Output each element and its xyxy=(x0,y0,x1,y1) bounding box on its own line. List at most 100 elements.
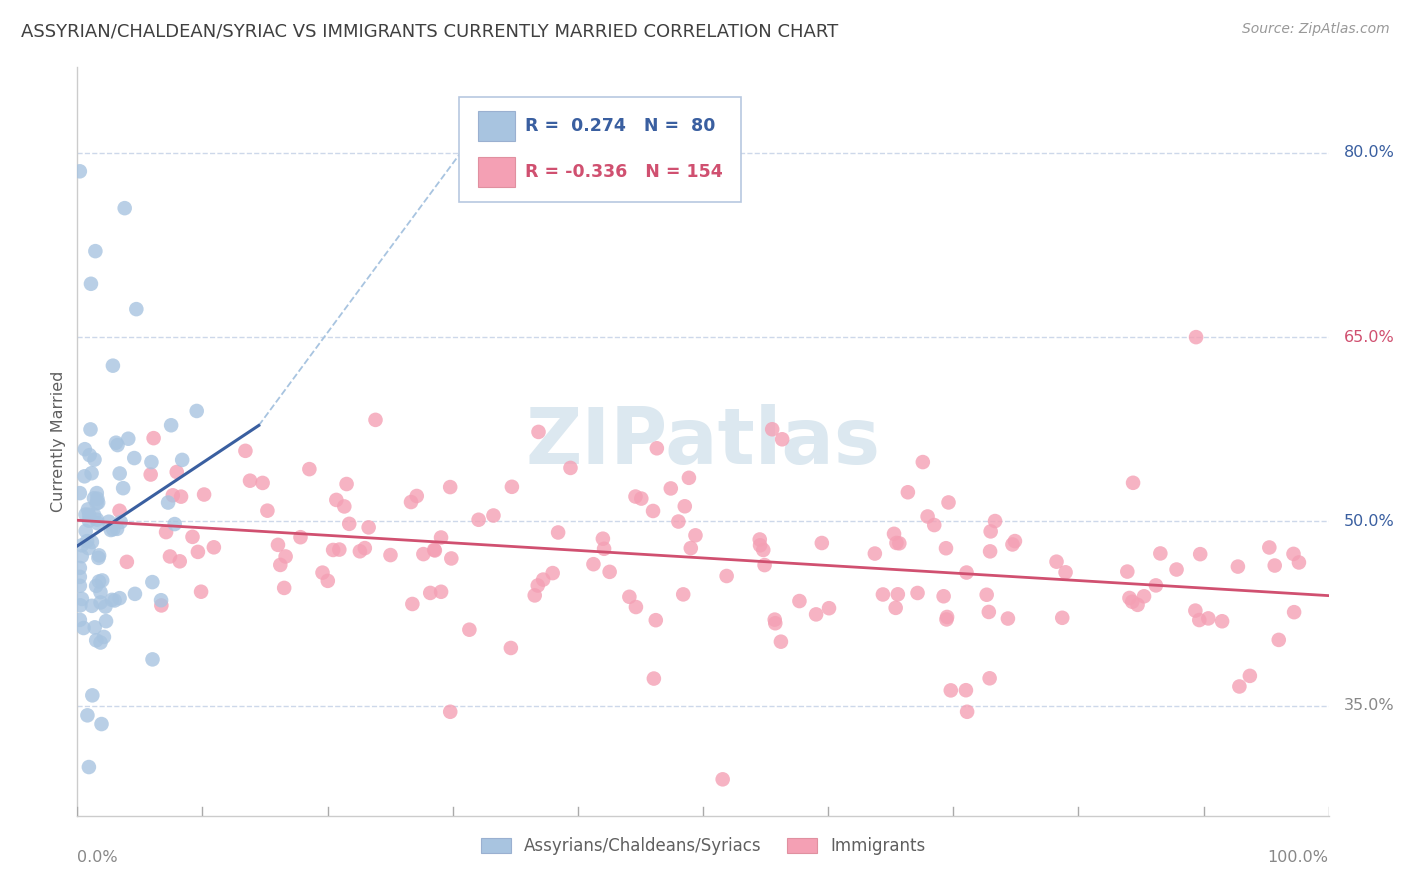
Point xyxy=(125,302,148,317)
Point xyxy=(1185,330,1208,344)
Point xyxy=(166,465,188,479)
Text: 100.0%: 100.0% xyxy=(1268,850,1329,865)
Point xyxy=(80,535,103,549)
Point xyxy=(997,611,1019,625)
Point xyxy=(1189,547,1212,561)
Point xyxy=(273,581,295,595)
Point xyxy=(897,485,920,500)
Point xyxy=(100,523,122,537)
Point xyxy=(169,554,191,568)
Point xyxy=(685,528,707,542)
Point xyxy=(267,538,290,552)
Point xyxy=(412,547,434,561)
Point xyxy=(531,573,554,587)
Point xyxy=(380,548,402,562)
Point xyxy=(884,600,907,615)
Point xyxy=(193,487,215,501)
Point xyxy=(419,586,441,600)
Point xyxy=(630,491,652,506)
Point xyxy=(976,588,998,602)
Point xyxy=(624,490,647,504)
Point xyxy=(907,586,929,600)
Text: 50.0%: 50.0% xyxy=(1344,514,1395,529)
Point xyxy=(593,541,616,556)
Y-axis label: Currently Married: Currently Married xyxy=(51,371,66,512)
Point xyxy=(86,486,108,500)
Point xyxy=(155,525,177,540)
Point xyxy=(170,490,193,504)
Point xyxy=(889,536,911,550)
Point xyxy=(761,422,783,436)
Point xyxy=(811,536,834,550)
Point xyxy=(979,671,1001,685)
Point xyxy=(76,708,98,723)
Point xyxy=(290,530,312,544)
Point xyxy=(749,538,772,552)
Point xyxy=(1184,604,1206,618)
Point xyxy=(77,514,100,528)
Point xyxy=(1211,614,1233,628)
Point xyxy=(619,590,641,604)
Point xyxy=(1149,546,1171,560)
Point xyxy=(252,475,274,490)
Point xyxy=(405,489,427,503)
Point xyxy=(887,587,910,601)
Point xyxy=(1052,611,1074,625)
Point xyxy=(1118,591,1140,605)
Point xyxy=(112,481,135,495)
Point xyxy=(1226,559,1249,574)
Point xyxy=(336,477,359,491)
Point xyxy=(114,201,136,215)
Point xyxy=(399,495,422,509)
Point xyxy=(103,522,125,536)
Point xyxy=(863,547,886,561)
Point xyxy=(70,549,93,563)
Legend: Assyrians/Chaldeans/Syriacs, Immigrants: Assyrians/Chaldeans/Syriacs, Immigrants xyxy=(474,830,932,862)
Point xyxy=(430,584,453,599)
Point xyxy=(1267,632,1289,647)
Point xyxy=(157,495,180,509)
Point xyxy=(162,488,184,502)
Point xyxy=(1126,598,1149,612)
Point xyxy=(160,418,183,433)
Point xyxy=(527,425,550,439)
Point xyxy=(69,579,91,593)
Point xyxy=(86,516,108,531)
Point xyxy=(1166,562,1188,576)
Point xyxy=(101,592,124,607)
Point xyxy=(935,541,957,556)
Point xyxy=(84,633,107,648)
Point xyxy=(1258,541,1281,555)
Text: 80.0%: 80.0% xyxy=(1344,145,1395,161)
Point xyxy=(582,557,605,571)
Point xyxy=(108,504,131,518)
Point xyxy=(90,717,112,731)
Point xyxy=(592,532,614,546)
Point xyxy=(423,542,446,557)
Point xyxy=(186,404,208,418)
Point xyxy=(624,600,647,615)
Point xyxy=(678,471,700,485)
Point xyxy=(763,616,786,631)
Point xyxy=(101,359,124,373)
Point xyxy=(932,589,955,603)
Point xyxy=(75,508,97,522)
Text: R = -0.336   N = 154: R = -0.336 N = 154 xyxy=(526,163,723,181)
Text: R =  0.274   N =  80: R = 0.274 N = 80 xyxy=(526,117,716,135)
Point xyxy=(526,578,548,592)
Point xyxy=(91,574,114,588)
Point xyxy=(883,526,905,541)
Point xyxy=(76,534,98,549)
Point xyxy=(84,244,107,259)
Point xyxy=(643,672,665,686)
Point xyxy=(711,772,734,787)
Point xyxy=(754,558,776,573)
Point xyxy=(142,431,165,445)
Point xyxy=(541,566,564,580)
Point xyxy=(89,585,111,599)
Point xyxy=(83,620,105,634)
Point xyxy=(1288,556,1310,570)
Point xyxy=(87,495,110,509)
Point xyxy=(77,508,100,522)
Text: 65.0%: 65.0% xyxy=(1344,330,1395,344)
